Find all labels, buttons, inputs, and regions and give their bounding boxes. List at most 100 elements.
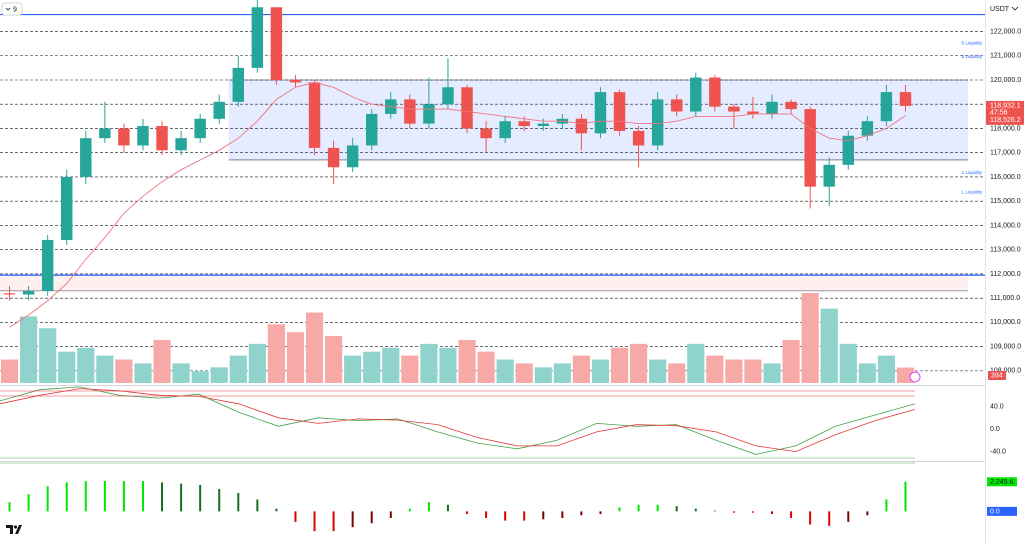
volume-label: 394 — [991, 372, 1003, 379]
histogram-bar — [446, 504, 449, 512]
histogram-bar — [904, 481, 907, 512]
candle-body — [651, 99, 664, 146]
histogram-bar — [8, 502, 11, 512]
volume-bar — [229, 355, 247, 383]
histogram-bar — [675, 506, 678, 512]
histogram-bar — [542, 511, 545, 520]
histogram-bar — [828, 511, 831, 526]
volume-bar — [39, 328, 57, 383]
histogram-bar — [351, 511, 354, 528]
histogram-bar — [237, 492, 240, 512]
histogram-bar — [751, 511, 754, 513]
tick-badge — [987, 477, 1017, 487]
candle-body — [480, 128, 492, 139]
candle-body — [575, 118, 588, 134]
histogram-bar — [485, 511, 488, 518]
candle-body — [308, 82, 321, 148]
histogram-bar — [389, 511, 392, 518]
histogram-bar — [84, 481, 87, 512]
histogram-bar — [161, 482, 164, 512]
candle-body — [461, 87, 473, 129]
y-tick-label: 115,000.0 — [990, 198, 1021, 205]
histogram-bar — [218, 488, 221, 512]
histogram-bar — [256, 499, 259, 512]
volume-bar — [325, 336, 343, 383]
histogram-bar — [27, 494, 30, 512]
annotation: L Liquidity — [962, 190, 983, 195]
logo-dot — [13, 525, 18, 529]
candle-body — [346, 145, 359, 168]
candle-body — [213, 101, 225, 119]
y-tick-label: 109,000.0 — [990, 343, 1021, 350]
histogram-bar — [523, 511, 526, 521]
candle-body — [327, 147, 340, 168]
candle-body — [785, 101, 797, 110]
annotation: S Liquidity — [961, 40, 983, 45]
volume-bar — [134, 363, 152, 383]
candle-body — [22, 290, 35, 295]
candle-body — [880, 92, 893, 122]
alert-icon[interactable] — [909, 371, 921, 383]
volume-bar — [401, 355, 419, 383]
interval-button[interactable] — [1, 2, 23, 16]
candle-body — [137, 126, 149, 146]
currency-menu[interactable] — [1011, 6, 1019, 11]
candle-body — [594, 92, 607, 134]
histogram-bar — [847, 511, 850, 522]
volume-bar — [363, 351, 381, 383]
y-tick-label: 114,000.0 — [990, 222, 1021, 229]
volume-bar — [572, 355, 590, 383]
histogram-bar — [790, 511, 793, 518]
logo-mark — [6, 525, 22, 534]
candle-body — [861, 121, 874, 136]
volume-bar — [210, 367, 228, 383]
chevron — [5, 7, 11, 11]
volume-bar — [839, 343, 857, 383]
volume-bar — [77, 347, 95, 383]
tradingview-logo[interactable] — [6, 525, 22, 534]
candle-body — [41, 239, 54, 291]
histogram-bar — [275, 508, 278, 512]
candle-body — [118, 128, 130, 146]
volume-bar — [591, 359, 610, 383]
histogram-bar — [427, 502, 430, 512]
y-tick-label: 0.0 — [990, 426, 1000, 433]
plot-area: S Liquidity S Liquidity L Liquidity L Liqui… — [0, 0, 985, 532]
volume-bar — [172, 363, 190, 383]
y-tick-label: 40.0 — [990, 403, 1004, 410]
volume-bar — [801, 293, 819, 383]
candle-body — [175, 138, 187, 151]
y-tick-label: 2,245.6 — [990, 479, 1013, 486]
ma-label: 118,526.2 — [990, 117, 1021, 124]
volume-bar — [496, 359, 514, 383]
annotation: S Liquidity — [961, 54, 983, 59]
candle-body — [518, 121, 530, 127]
zone — [0, 275, 968, 291]
y-tick-label: 0.0 — [990, 509, 1000, 516]
y-tick-label: 121,000.0 — [990, 53, 1021, 60]
histogram-bar — [46, 486, 49, 512]
candle-body — [747, 111, 759, 114]
annotation: L Liquidity — [962, 170, 983, 175]
candle-body — [99, 128, 111, 139]
volume-badge — [988, 371, 1006, 380]
histogram-bar — [599, 511, 602, 515]
y-tick-label: 111,000.0 — [990, 295, 1020, 302]
y-tick-label: -40.0 — [990, 448, 1006, 455]
candle-body — [270, 7, 283, 80]
volume-bar — [744, 359, 762, 383]
candle-body — [232, 67, 244, 102]
histogram-bar — [809, 511, 812, 525]
volume-bar — [305, 312, 324, 383]
volume-bar — [191, 371, 209, 383]
candle-body — [690, 77, 702, 112]
candle-body — [80, 138, 92, 177]
volume-bar — [458, 339, 476, 383]
histogram-bar — [713, 510, 716, 512]
candle-body — [61, 176, 73, 240]
candle-body — [442, 87, 454, 105]
candle-body — [766, 101, 778, 114]
volume-bar — [439, 347, 457, 383]
